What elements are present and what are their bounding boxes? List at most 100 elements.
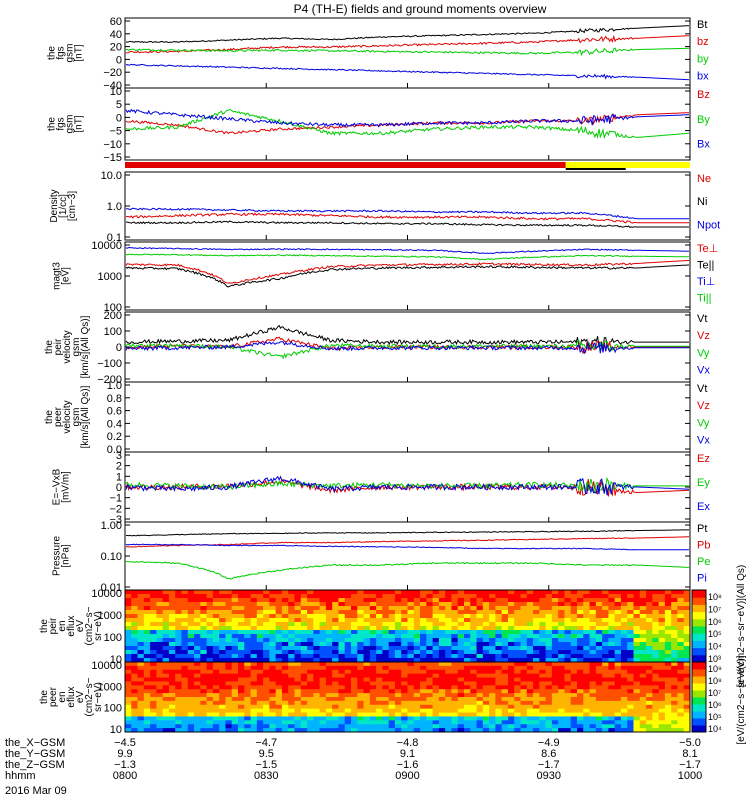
ytick-label: 0 [116, 482, 122, 494]
legend-Vy: Vy [697, 417, 710, 429]
series-bz [125, 34, 690, 54]
panel-frame [124, 171, 691, 241]
ytick-label: 10000 [91, 588, 122, 600]
ylabel-line: gsm [71, 408, 82, 427]
ytick-label: 10 [110, 654, 122, 666]
ytick-label: −100 [97, 358, 122, 370]
series-Vt [125, 324, 689, 350]
legend-Bt: Bt [697, 19, 707, 31]
legend-By: By [697, 114, 710, 126]
ylabel-line: [km/s](All Qs)] [80, 385, 91, 448]
legend-Pb: Pb [697, 540, 710, 552]
series-Te|| [125, 264, 689, 288]
legend-Ez: Ez [697, 453, 710, 465]
ylabel-line: gsm [65, 44, 76, 63]
ylabel-line: Density [49, 189, 60, 222]
series-Pe [125, 560, 689, 580]
ylabel-line: sr−eV) [93, 682, 104, 712]
colorbar-tick: 10⁶ [708, 617, 722, 627]
ytick-label: −1 [109, 493, 122, 505]
ylabel-line: [km/s](All Qs)] [80, 315, 91, 378]
colorbar: 10⁸ 10⁷ 10⁶ 10⁵ 10⁴ 10³ [691, 589, 722, 664]
series-Ti|| [125, 253, 689, 261]
ylabel-line: fgs [56, 46, 67, 59]
ylabel-line: eflux [66, 686, 77, 707]
ytick-label: −200 [97, 374, 122, 386]
legend-Pe: Pe [697, 556, 710, 568]
ytick-label: 100 [104, 326, 122, 338]
ephem-value: −5.0 [679, 737, 701, 749]
ephem-value: 0800 [113, 770, 137, 782]
ytick-label: 10 [110, 724, 122, 736]
legend-Ne: Ne [697, 173, 711, 185]
plot-title: P4 (TH-E) fields and ground moments over… [294, 2, 547, 16]
legend-Vz: Vz [697, 400, 710, 412]
ephem-value: 8.1 [682, 748, 697, 760]
ytick-label: 0 [116, 342, 122, 354]
ephem-value: −1.5 [255, 759, 277, 771]
series-By [125, 109, 690, 140]
ytick-label: 0.2 [107, 431, 122, 443]
ytick-label: 1000 [98, 610, 122, 622]
ylabel-line: [eV] [61, 267, 72, 285]
ytick-label: 5 [116, 99, 122, 111]
ytick-label: 3 [116, 450, 122, 462]
colorbar-label: [eV/(cm2−s−sr−eV)] [736, 655, 747, 744]
ytick-label: 40 [110, 29, 122, 41]
ytick-label: 0.01 [101, 582, 122, 594]
series-Ni [125, 220, 689, 228]
ephem-row-label: the_Z−GSM [5, 759, 65, 771]
ephem-value: 8.6 [541, 748, 556, 760]
ylabel-line: eV [75, 620, 86, 633]
ylabel-line: [nT] [74, 44, 85, 61]
series-Pt [125, 529, 690, 537]
colorbar-tick: 10⁸ [708, 676, 722, 686]
ytick-label: 100 [104, 632, 122, 644]
colorbar-tick: 10³ [708, 654, 721, 664]
ytick-label: 0 [116, 54, 122, 66]
ephem-value: −1.3 [114, 759, 136, 771]
ylabel-line: [cm−3] [67, 191, 78, 222]
series-Ex [125, 475, 690, 496]
ytick-label: 1.00 [101, 520, 122, 532]
ytick-label: 10000 [91, 660, 122, 672]
ytick-label: 0 [116, 112, 122, 124]
ylabel: magt3[eV] [52, 262, 72, 290]
ylabel-line: [1/cc] [58, 194, 69, 218]
series-by [125, 47, 689, 57]
ylabel-line: (cm2−s− [84, 677, 95, 716]
colorbar-tick: 10⁶ [708, 700, 722, 710]
series-bx [125, 63, 690, 81]
ephem-value: −4.9 [538, 737, 560, 749]
colorbar-tick: 10⁴ [708, 724, 722, 734]
ylabel-line: E=−VxB [52, 468, 63, 505]
ytick-label: 200 [104, 310, 122, 322]
ylabel-line: [nPa] [61, 544, 72, 568]
ytick-label: 100 [104, 302, 122, 314]
ylabel-line: the [47, 46, 58, 60]
ytick-label: 1.0 [107, 380, 122, 392]
ytick-label: 0.8 [107, 393, 122, 405]
legend-Vt: Vt [697, 313, 707, 325]
ephem-row-label: the_Y−GSM [5, 748, 65, 760]
series-Ti⊥ [125, 246, 689, 254]
ylabel: E=−VxB[mV/m] [52, 468, 72, 505]
legend-bz: bz [697, 36, 709, 48]
mode-bar [125, 162, 690, 170]
ytick-label: 1000 [98, 681, 122, 693]
ylabel-line: peer [48, 686, 59, 707]
ephem-value: 0830 [254, 770, 278, 782]
legend-Vt: Vt [697, 383, 707, 395]
ytick-label: 0.4 [107, 418, 122, 430]
legend-bx: bx [697, 70, 709, 82]
colorbar-tick: 10⁴ [708, 642, 722, 652]
ytick-label: −2 [109, 503, 122, 515]
ylabel-line: the [39, 690, 50, 704]
ytick-label: 0.10 [101, 551, 122, 563]
